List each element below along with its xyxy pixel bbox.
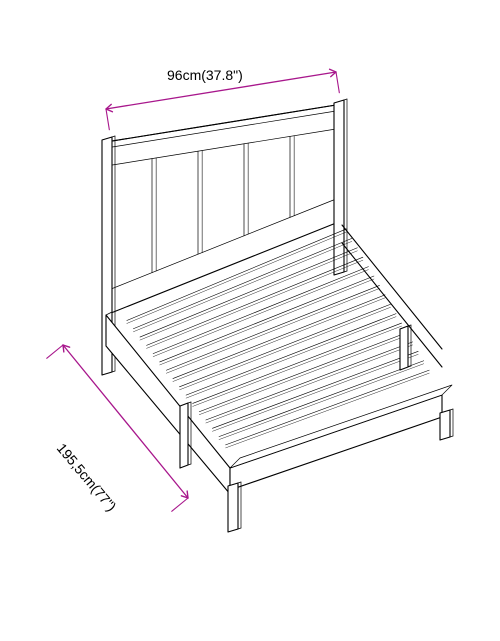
bed-frame-drawing (0, 0, 500, 641)
dimension-label-width: 96cm(37.8") (167, 67, 243, 83)
diagram-canvas: 96cm(37.8") 195,5cm(77") (0, 0, 500, 641)
